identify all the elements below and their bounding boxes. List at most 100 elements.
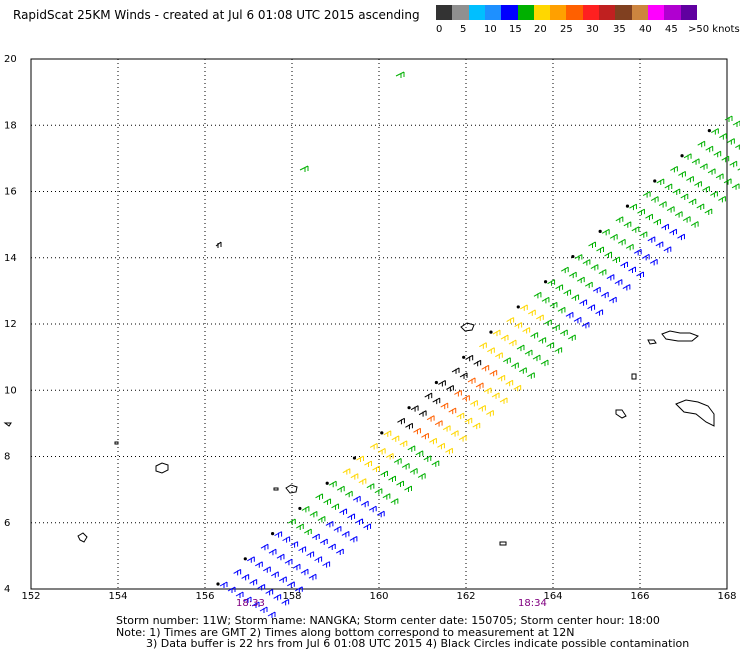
wind-barb [495, 352, 503, 359]
contamination-circle [270, 532, 275, 536]
wind-barb [478, 405, 486, 412]
wind-barb [633, 248, 642, 256]
wind-barb [448, 407, 457, 415]
time-label-1: 18:33 [236, 598, 265, 609]
wind-barb [600, 291, 609, 299]
wind-barb [376, 510, 385, 518]
wind-barb [219, 581, 228, 588]
wind-barb [287, 518, 296, 526]
wind-barb [592, 286, 601, 294]
wind-barb [368, 505, 377, 513]
wind-barb [560, 329, 568, 336]
wind-barb [519, 367, 527, 374]
colorbar-swatch [550, 5, 567, 20]
wind-barb [281, 598, 290, 606]
wind-barb [276, 553, 285, 561]
y-tick-label: 14 [4, 253, 17, 264]
wind-barb [356, 455, 364, 463]
map-title: RapidScat 25KM Winds - created at Jul 6 … [13, 8, 420, 22]
wind-barb [614, 279, 623, 286]
wind-barb [524, 349, 533, 357]
wind-barb [339, 508, 348, 515]
wind-barb [704, 208, 713, 215]
contamination-circle [434, 380, 438, 385]
island-outline [155, 462, 169, 474]
colorbar-swatch [452, 5, 470, 20]
wind-barb [696, 203, 705, 210]
wind-barb [547, 279, 556, 286]
contamination-circle [380, 431, 384, 435]
wind-barb [325, 520, 334, 528]
colorbar-label: 5 [460, 24, 467, 35]
colorbar-swatch [436, 5, 453, 20]
wind-barb [508, 339, 517, 347]
island-outline [631, 373, 637, 380]
y-tick-label: 8 [4, 452, 10, 463]
wind-barb [544, 319, 552, 326]
wind-barb [691, 158, 700, 165]
wind-barb [595, 309, 604, 316]
wind-barb [574, 254, 583, 261]
wind-barb [609, 233, 618, 241]
lat-lon-grid [31, 59, 727, 589]
wind-barb [377, 448, 386, 455]
wind-barb [549, 301, 558, 309]
wind-barb [364, 460, 372, 468]
wind-barb [303, 528, 312, 536]
wind-barb [315, 493, 324, 500]
axis-labels: 152 154 156 158 160 162 164 166 168 20 18 16 14 12 10 8… [4, 54, 737, 602]
wind-barb [516, 344, 525, 352]
wind-barb [688, 198, 697, 205]
wind-barb [483, 387, 492, 394]
wind-barb [255, 561, 263, 568]
wind-barb [563, 289, 572, 296]
wind-barb [540, 359, 549, 367]
wind-barb [341, 530, 350, 538]
contamination-circle [325, 481, 329, 485]
wind-barb [514, 322, 523, 329]
wind-barb [475, 382, 484, 389]
y-tick-label: 10 [4, 385, 17, 396]
wind-barb [579, 299, 588, 306]
wind-barb [267, 611, 276, 618]
footer-note-1: Note: 1) Times are GMT 2) Times along bo… [116, 626, 575, 639]
wind-barb [350, 473, 359, 480]
colorbar-swatch [501, 5, 518, 20]
colorbar-swatch [599, 5, 616, 20]
wind-barb [328, 480, 337, 488]
wind-barb [588, 241, 597, 248]
wind-barb [546, 342, 555, 349]
x-tick-label: 166 [630, 591, 649, 602]
wind-barb [445, 447, 453, 455]
wind-barb [308, 573, 317, 581]
colorbar-label: 30 [586, 24, 599, 35]
wind-barb [554, 347, 563, 354]
wind-barb [241, 573, 250, 581]
wind-barb [601, 228, 610, 236]
wind-barb [702, 185, 710, 193]
wind-barb [729, 160, 738, 168]
wind-barb [396, 480, 404, 488]
wind-barb [653, 218, 661, 226]
wind-barb [423, 455, 432, 462]
wind-barb [385, 453, 394, 460]
wind-barb [311, 533, 320, 541]
wind-barb [295, 523, 304, 531]
wind-barb [243, 596, 252, 603]
colorbar-label: 25 [560, 24, 573, 35]
wind-barb [446, 385, 454, 392]
wind-barb [571, 294, 580, 301]
wind-barb [437, 442, 445, 450]
wind-barb [686, 175, 694, 183]
wind-barb [374, 488, 383, 495]
wind-barb [505, 379, 514, 387]
wind-barb [699, 163, 708, 170]
wind-barb [711, 128, 719, 135]
wind-barb [438, 380, 446, 387]
wind-barb [265, 588, 274, 596]
wind-barb [500, 334, 509, 342]
wind-barb [290, 541, 299, 548]
wind-barb [355, 518, 364, 525]
island-outlines [3, 322, 715, 546]
